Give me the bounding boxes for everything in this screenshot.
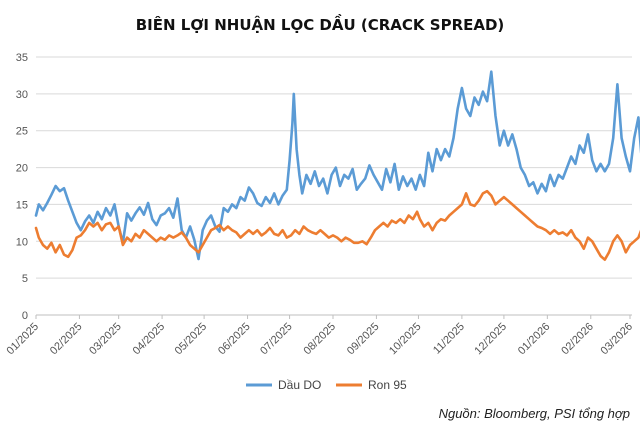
legend-label: Ron 95 — [368, 378, 407, 392]
y-tick-label: 5 — [22, 273, 28, 285]
source-note: Nguồn: Bloomberg, PSI tổng hợp — [439, 406, 630, 421]
x-tick-label: 03/2025 — [87, 321, 124, 358]
legend-label: Dầu DO — [278, 378, 321, 392]
x-tick-label: 02/2026 — [559, 321, 596, 358]
x-tick-label: 08/2025 — [302, 321, 339, 358]
series-line-dau-do — [34, 70, 640, 261]
legend: Dầu DO Ron 95 — [246, 378, 407, 392]
y-tick-label: 35 — [16, 52, 28, 64]
chart-title: BIÊN LỢI NHUẬN LỌC DẦU (CRACK SPREAD) — [136, 13, 505, 34]
x-tick-label: 10/2025 — [387, 321, 424, 358]
y-tick-label: 0 — [22, 310, 28, 322]
x-tick-label: 11/2025 — [431, 321, 467, 357]
x-tick-label: 06/2025 — [216, 321, 253, 358]
x-tick-label: 02/2025 — [48, 321, 85, 358]
x-tick-label: 03/2026 — [599, 321, 636, 358]
x-tick-label: 01/2026 — [516, 321, 553, 358]
x-tick-label: 12/2025 — [472, 321, 509, 358]
x-tick-label: 05/2025 — [173, 321, 210, 358]
x-axis: 01/2025 02/2025 03/2025 04/2025 05/2025 06/20… — [5, 315, 636, 358]
x-tick-label: 07/2025 — [258, 321, 295, 358]
y-tick-label: 25 — [16, 126, 28, 138]
y-axis: 0 5 10 15 20 25 30 35 — [16, 52, 28, 322]
y-tick-label: 10 — [16, 236, 28, 248]
y-tick-label: 15 — [16, 199, 28, 211]
grid-lines — [36, 56, 632, 316]
x-tick-label: 04/2025 — [131, 321, 168, 358]
x-tick-label: 01/2025 — [5, 321, 42, 358]
series-line-ron-95 — [34, 189, 640, 262]
x-tick-label: 09/2025 — [345, 321, 382, 358]
y-tick-label: 20 — [16, 163, 28, 175]
series-lines — [34, 70, 640, 262]
y-tick-label: 30 — [16, 89, 28, 101]
